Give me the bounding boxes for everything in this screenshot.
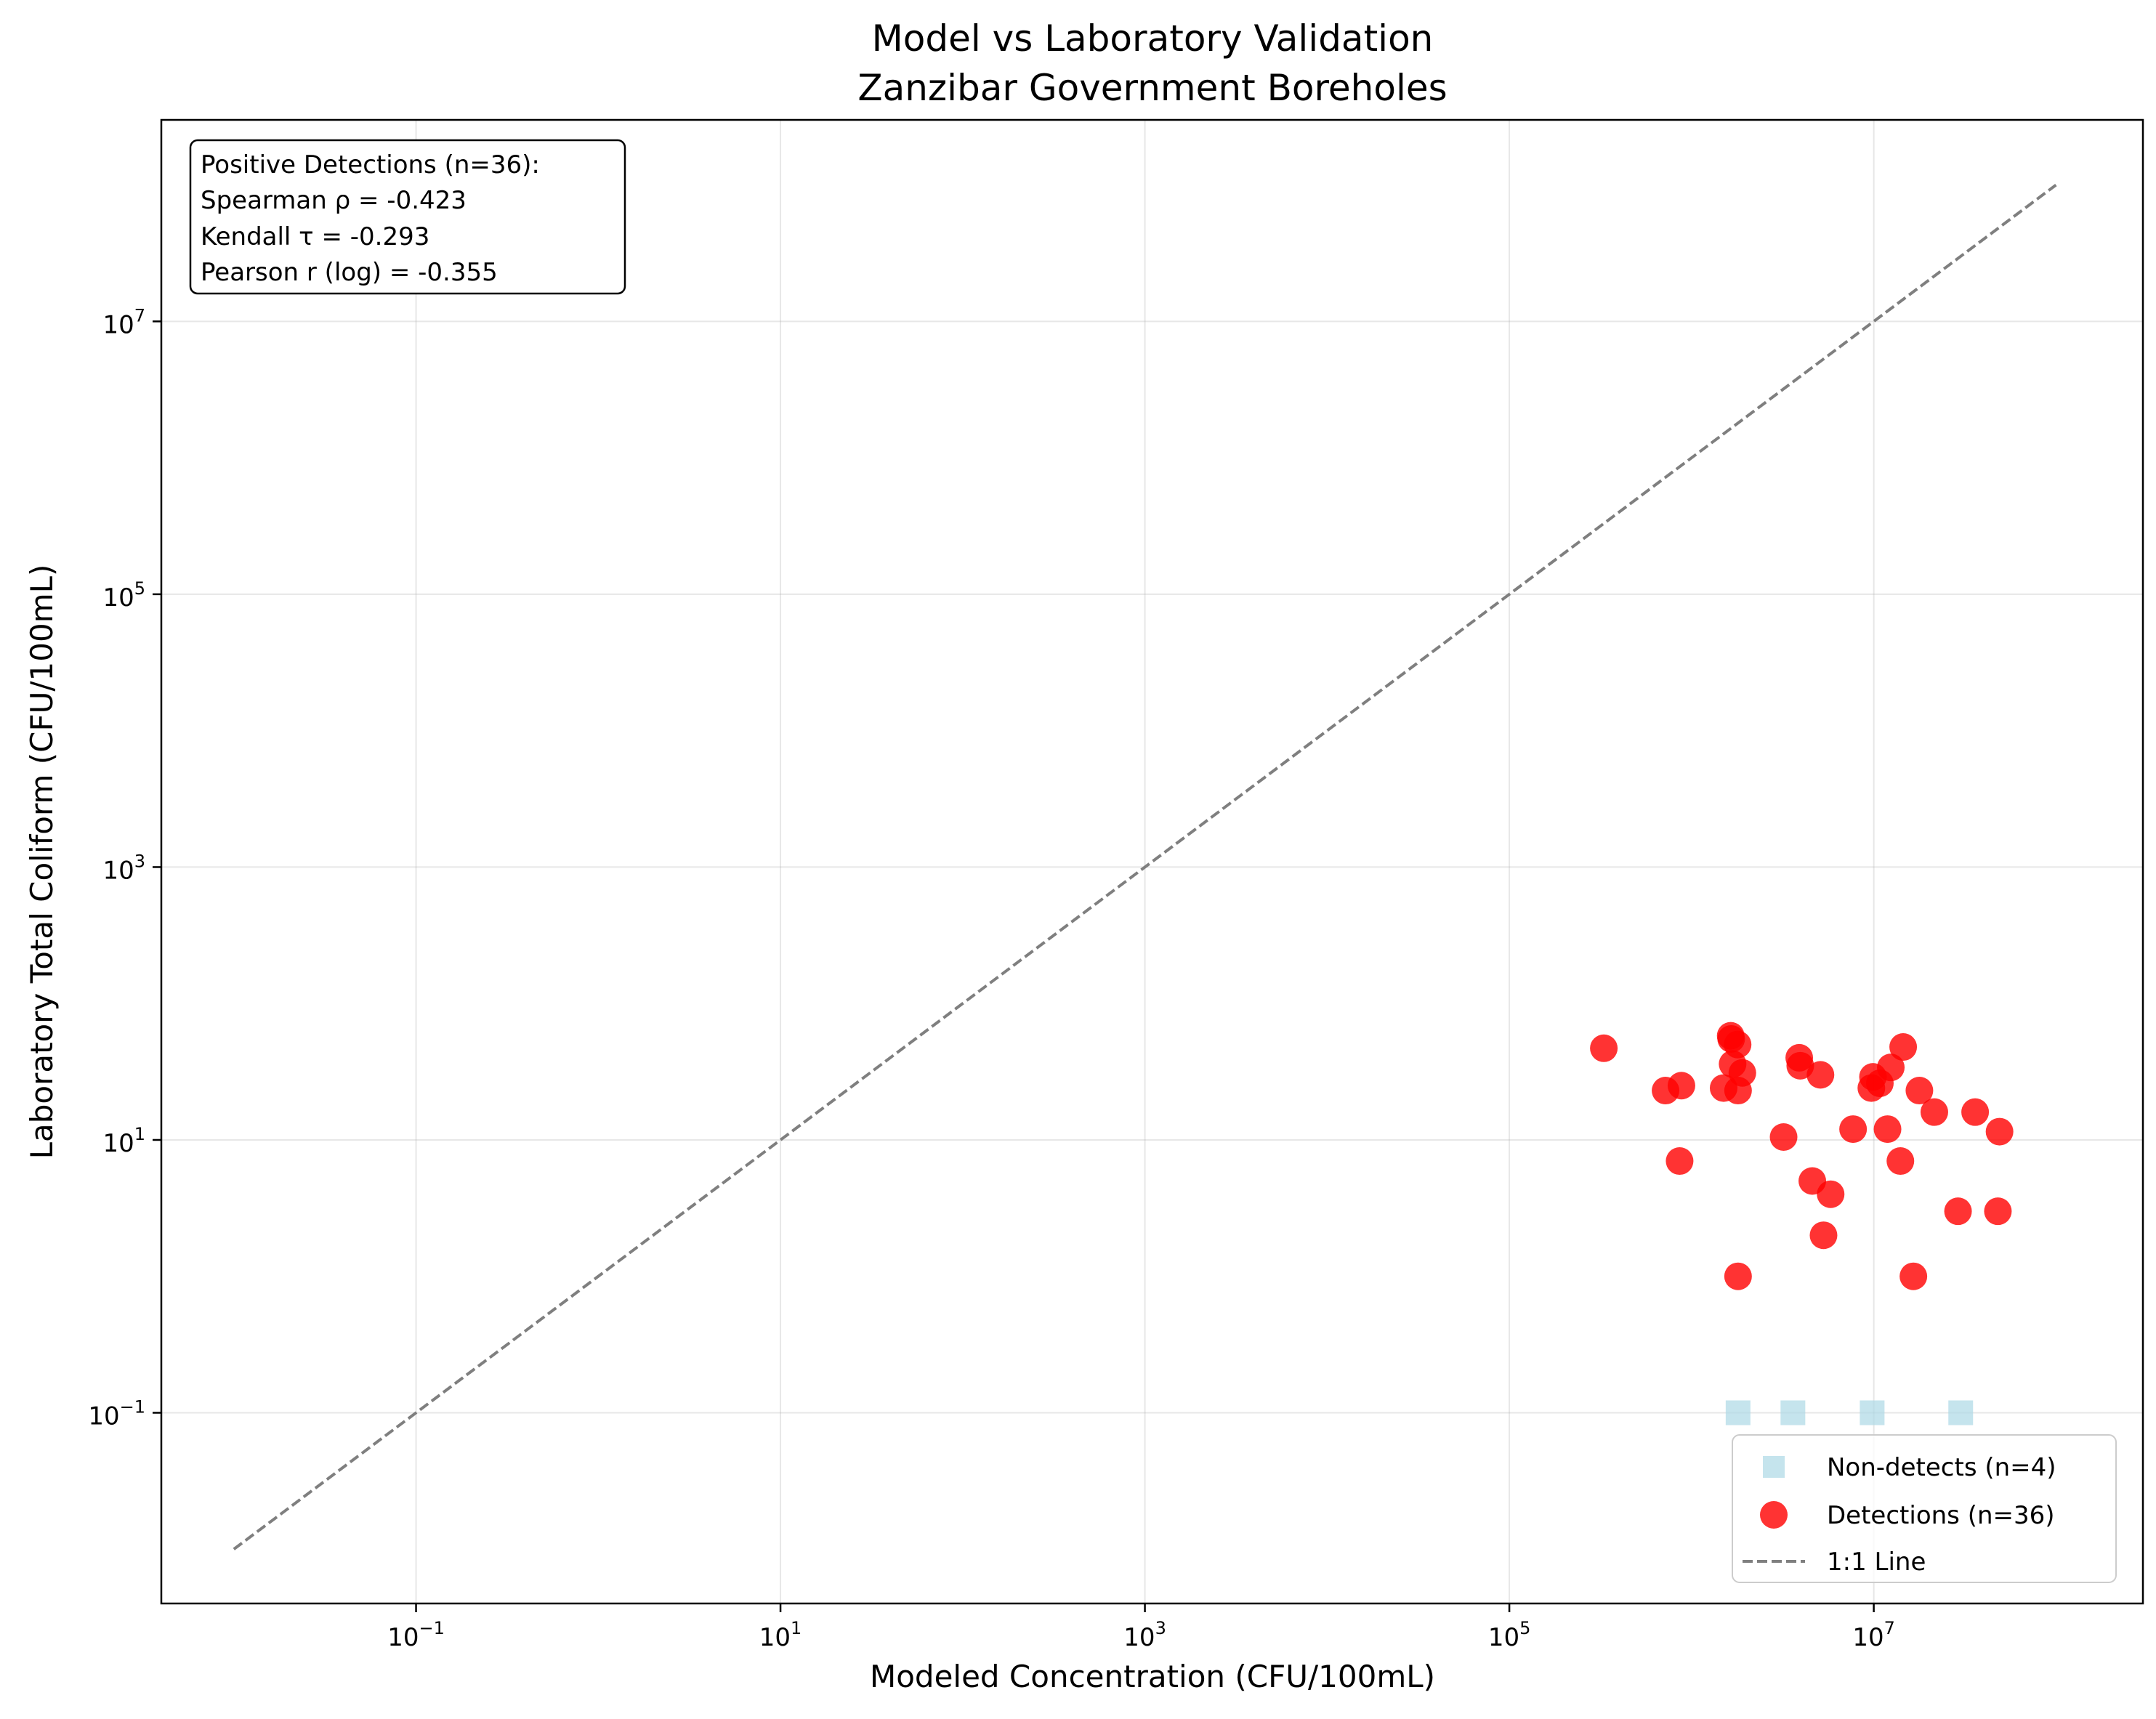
y-tick-label: 103 xyxy=(102,851,145,885)
detection-point xyxy=(1724,1262,1752,1290)
legend-marker-non-detects xyxy=(1763,1456,1785,1478)
data-points xyxy=(1590,1022,2014,1425)
detection-point xyxy=(1839,1115,1868,1144)
plot-area-frame xyxy=(160,118,2144,1605)
detection-point xyxy=(1886,1147,1915,1176)
chart-subtitle: Zanzibar Government Boreholes xyxy=(857,67,1447,109)
x-axis-label: Modeled Concentration (CFU/100mL) xyxy=(870,1659,1435,1694)
stats-box: Positive Detections (n=36): Spearman ρ =… xyxy=(189,139,626,295)
y-tick-label: 10−1 xyxy=(88,1397,145,1431)
legend: Non-detects (n=4) Detections (n=36) 1:1 … xyxy=(1732,1434,2117,1583)
legend-marker-detections xyxy=(1760,1501,1788,1529)
stats-line-pearson: Pearson r (log) = -0.355 xyxy=(201,258,498,287)
detection-point xyxy=(1590,1034,1618,1062)
detection-point xyxy=(1769,1123,1798,1151)
y-tick-label: 105 xyxy=(102,578,145,612)
legend-label-non-detects: Non-detects (n=4) xyxy=(1827,1453,2056,1482)
grid xyxy=(161,120,2143,1603)
non-detect-point xyxy=(1780,1400,1806,1425)
stats-line-kendall: Kendall τ = -0.293 xyxy=(201,222,429,251)
one-to-one-line xyxy=(233,183,2057,1550)
reference-line-layer xyxy=(233,183,2057,1550)
chart-title: Model vs Laboratory Validation xyxy=(872,17,1434,60)
y-tick-label: 101 xyxy=(102,1124,145,1158)
non-detect-point xyxy=(1860,1400,1885,1425)
detection-point xyxy=(1877,1053,1905,1082)
detection-point xyxy=(1984,1197,2012,1226)
detection-point xyxy=(1728,1059,1756,1087)
x-axis-ticks: 10−1 101 103 105 107 xyxy=(387,1603,1895,1652)
legend-label-detections: Detections (n=36) xyxy=(1827,1501,2055,1530)
detection-point xyxy=(1667,1072,1695,1100)
detection-point xyxy=(1724,1030,1752,1059)
legend-label-reference-line: 1:1 Line xyxy=(1827,1548,1926,1577)
detection-point xyxy=(1666,1147,1694,1176)
detection-point xyxy=(1905,1077,1934,1105)
detection-point xyxy=(1817,1180,1845,1208)
detection-point xyxy=(1920,1098,1948,1126)
non-detect-point xyxy=(1725,1400,1751,1425)
detection-point xyxy=(1944,1197,1972,1226)
detection-point xyxy=(1961,1098,1990,1126)
x-tick-label: 103 xyxy=(1123,1618,1166,1652)
x-tick-label: 101 xyxy=(759,1618,802,1652)
detection-point xyxy=(1809,1221,1838,1250)
non-detect-point xyxy=(1948,1400,1974,1425)
stats-line-header: Positive Detections (n=36): xyxy=(201,150,540,179)
stats-box-frame xyxy=(189,139,626,295)
detection-point xyxy=(1985,1117,2014,1146)
detection-point xyxy=(1873,1115,1902,1144)
y-axis-label: Laboratory Total Coliform (CFU/100mL) xyxy=(24,565,60,1160)
legend-frame xyxy=(1732,1434,2117,1583)
x-tick-label: 107 xyxy=(1852,1618,1895,1652)
x-tick-label: 10−1 xyxy=(387,1618,445,1652)
detection-point xyxy=(1889,1033,1918,1061)
x-tick-label: 105 xyxy=(1488,1618,1531,1652)
detection-point xyxy=(1806,1061,1835,1089)
stats-line-spearman: Spearman ρ = -0.423 xyxy=(201,186,467,215)
y-tick-label: 107 xyxy=(102,305,145,339)
y-axis-ticks: 10−1 101 103 105 107 xyxy=(88,305,161,1431)
detection-point xyxy=(1899,1262,1928,1290)
